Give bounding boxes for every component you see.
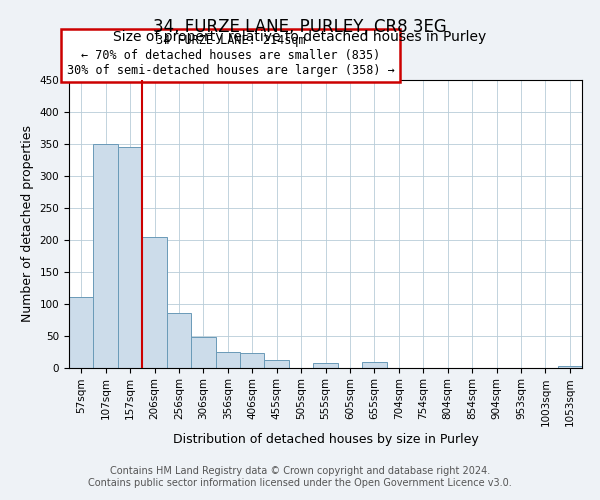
Bar xyxy=(240,354,265,368)
Bar xyxy=(118,147,142,368)
X-axis label: Distribution of detached houses by size in Purley: Distribution of detached houses by size … xyxy=(173,433,478,446)
Bar xyxy=(265,360,289,368)
Text: Contains HM Land Registry data © Crown copyright and database right 2024.: Contains HM Land Registry data © Crown c… xyxy=(110,466,490,476)
Text: Size of property relative to detached houses in Purley: Size of property relative to detached ho… xyxy=(113,30,487,44)
Bar xyxy=(69,297,94,368)
Bar xyxy=(215,352,240,368)
Bar xyxy=(167,313,191,368)
Bar xyxy=(142,236,167,368)
Bar xyxy=(362,362,386,368)
Y-axis label: Number of detached properties: Number of detached properties xyxy=(21,125,34,322)
Bar xyxy=(94,144,118,368)
Text: 34, FURZE LANE, PURLEY, CR8 3EG: 34, FURZE LANE, PURLEY, CR8 3EG xyxy=(153,18,447,36)
Bar xyxy=(313,363,338,368)
Bar xyxy=(191,338,215,368)
Bar xyxy=(557,366,582,368)
Text: 34 FURZE LANE: 214sqm
← 70% of detached houses are smaller (835)
30% of semi-det: 34 FURZE LANE: 214sqm ← 70% of detached … xyxy=(67,34,394,77)
Text: Contains public sector information licensed under the Open Government Licence v3: Contains public sector information licen… xyxy=(88,478,512,488)
